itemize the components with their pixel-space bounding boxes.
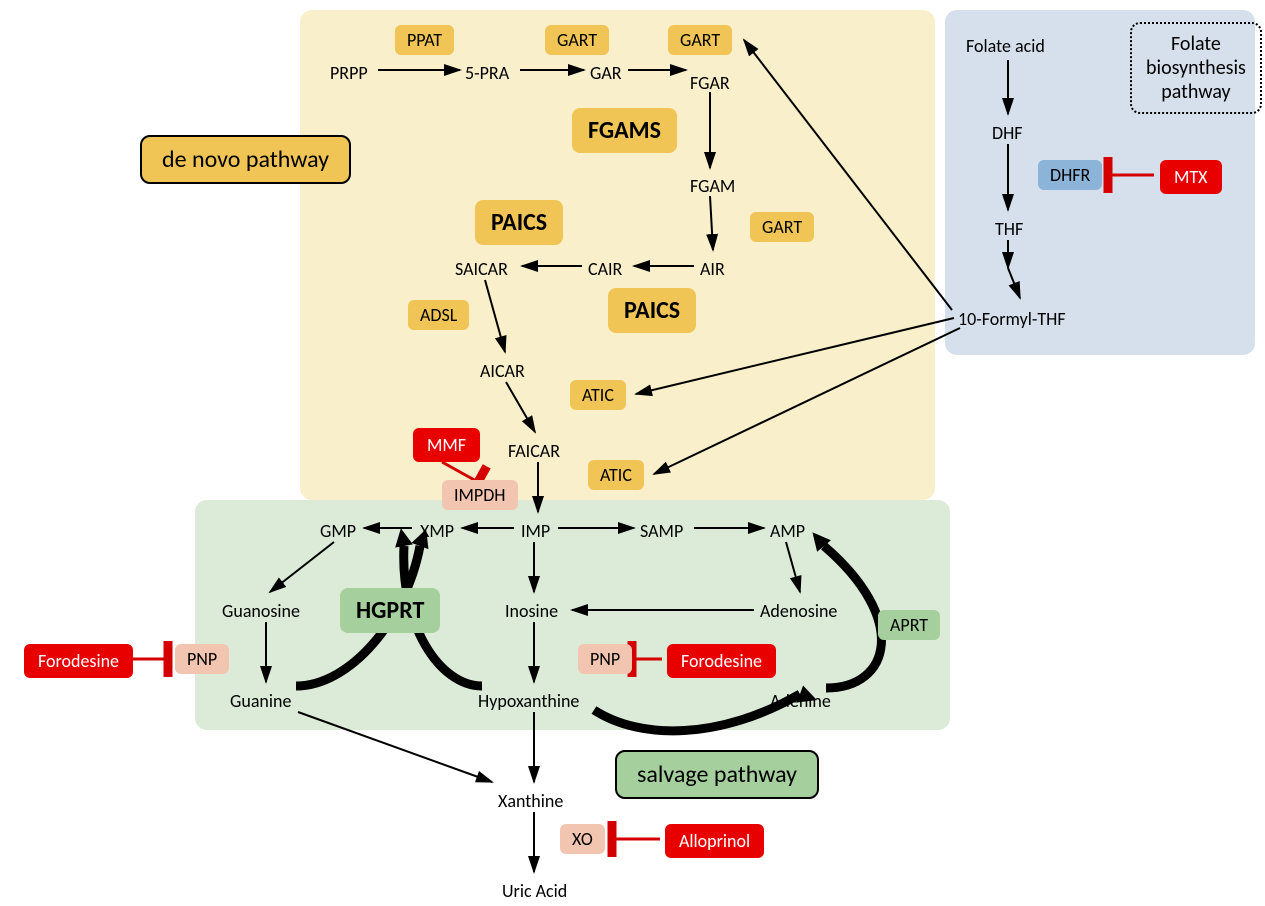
enzyme-pink-pnp-2: PNP <box>578 644 632 674</box>
enzyme-yellow-fgams-3: FGAMS <box>572 108 677 153</box>
drug-alloprinol-4: Alloprinol <box>665 824 764 858</box>
enzyme-yellow-gart-2: GART <box>668 25 732 55</box>
metabolite-cair: CAIR <box>588 258 622 280</box>
enzyme-yellow-atic-8: ATIC <box>570 380 626 410</box>
folate-box-line2: biosynthesis <box>1146 56 1246 80</box>
enzyme-pink-pnp-1: PNP <box>175 644 229 674</box>
metabolite-xanthine: Xanthine <box>498 790 563 812</box>
metabolite-adenosine: Adenosine <box>760 600 837 622</box>
enzyme-yellow-gart-4: GART <box>750 212 814 242</box>
metabolite-fgar: FGAR <box>690 72 730 94</box>
enzyme-yellow-paics-5: PAICS <box>475 200 563 245</box>
metabolite-uricacid: Uric Acid <box>502 880 567 902</box>
enzyme-blue-dhfr-0: DHFR <box>1038 160 1102 190</box>
metabolite-prpp: PRPP <box>330 62 368 84</box>
metabolite-gar: GAR <box>590 62 622 84</box>
enzyme-yellow-atic-9: ATIC <box>588 460 644 490</box>
metabolite-air: AIR <box>700 258 725 280</box>
folate-box-line1: Folate <box>1171 32 1221 56</box>
enzyme-yellow-paics-6: PAICS <box>608 288 696 333</box>
metabolite-hypoxanthine: Hypoxanthine <box>478 690 579 712</box>
enzyme-pink-impdh-0: IMPDH <box>442 480 518 510</box>
drug-forodesine-2: Forodesine <box>24 644 133 678</box>
metabolite-amp: AMP <box>770 520 805 542</box>
metabolite-guanosine: Guanosine <box>222 600 300 622</box>
drug-mtx-1: MTX <box>1160 160 1222 194</box>
metabolite-thf: THF <box>995 218 1023 240</box>
metabolite-aicar: AICAR <box>480 360 525 382</box>
denovo-pathway-box: de novo pathway <box>140 135 351 184</box>
salvage-pathway-box: salvage pathway <box>615 750 819 799</box>
metabolite-guanine: Guanine <box>230 690 291 712</box>
enzyme-green-hgprt-0: HGPRT <box>340 588 440 633</box>
enzyme-yellow-gart-1: GART <box>545 25 609 55</box>
folate-box-line3: pathway <box>1161 80 1230 104</box>
metabolite-imp: IMP <box>521 520 550 542</box>
metabolite-xmp: XMP <box>420 520 454 542</box>
enzyme-green-aprt-1: APRT <box>878 610 940 640</box>
drug-forodesine-3: Forodesine <box>667 644 776 678</box>
metabolite-samp: SAMP <box>640 520 683 542</box>
metabolite-dhf: DHF <box>992 122 1023 144</box>
metabolite-fgam: FGAM <box>690 175 735 197</box>
metabolite-adenine: Adenine <box>770 690 831 712</box>
enzyme-yellow-adsl-7: ADSL <box>408 300 469 330</box>
drug-mmf-0: MMF <box>413 428 480 462</box>
folate-biosynthesis-box: Folate biosynthesis pathway <box>1130 22 1262 114</box>
enzyme-yellow-ppat-0: PPAT <box>395 25 454 55</box>
metabolite-saicar: SAICAR <box>455 258 508 280</box>
metabolite-gmp: GMP <box>320 520 356 542</box>
metabolite-faicar: FAICAR <box>508 440 560 462</box>
metabolite-5pra: 5-PRA <box>465 62 509 84</box>
metabolite-inosine: Inosine <box>505 600 558 622</box>
metabolite-formylthf: 10-Formyl-THF <box>958 308 1066 330</box>
enzyme-pink-xo-3: XO <box>560 824 605 854</box>
metabolite-folateacid: Folate acid <box>966 35 1045 57</box>
